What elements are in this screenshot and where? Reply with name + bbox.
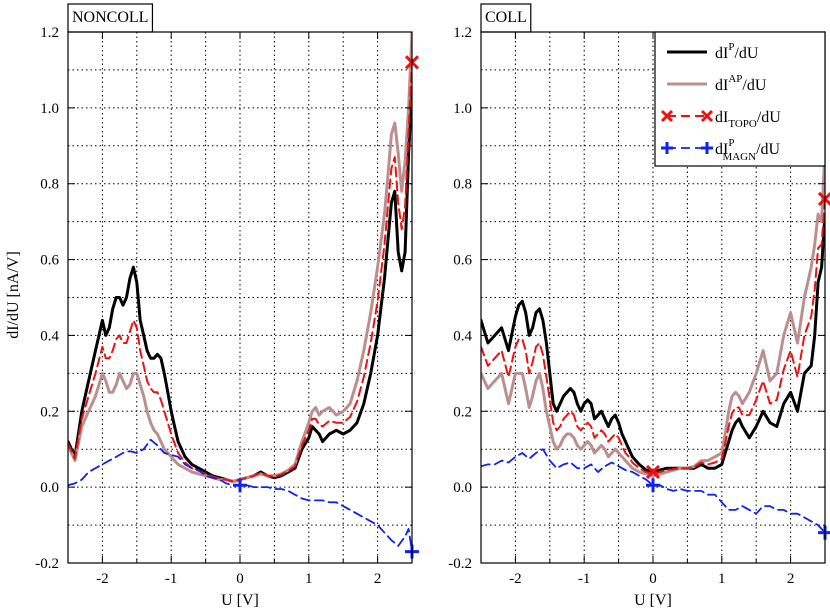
y-tick-label: 0.4 xyxy=(40,328,59,344)
y-tick-label: -0.2 xyxy=(448,556,472,572)
legend-box xyxy=(654,31,826,167)
grid xyxy=(481,32,825,563)
marker-plus-dipmagn-du xyxy=(646,478,660,493)
y-tick-label: 1.0 xyxy=(40,101,59,117)
legend-marker-x xyxy=(700,109,714,123)
x-tick-label: 2 xyxy=(374,571,382,587)
x-tick-label: -2 xyxy=(96,571,109,587)
marker-plus-dipmagn-du xyxy=(233,478,247,493)
legend-marker-plus xyxy=(701,142,713,154)
series-line-ditopo-du xyxy=(68,61,412,483)
panel-title: COLL xyxy=(485,9,527,26)
x-tick-label: 0 xyxy=(236,571,244,587)
x-axis-title: U [V] xyxy=(221,592,259,609)
y-tick-label: 0.0 xyxy=(453,480,472,496)
x-tick-label: 1 xyxy=(305,571,313,587)
y-tick-label: -0.2 xyxy=(35,556,59,572)
marker-x-ditopo-du xyxy=(645,464,661,480)
panel-title-border xyxy=(480,3,532,33)
y-tick-label: 0.6 xyxy=(453,253,472,269)
series-line-ditopo-du xyxy=(481,197,825,475)
x-tick-label: 0 xyxy=(649,571,657,587)
y-axis-title: dI/dU [nA/V] xyxy=(5,251,22,339)
y-tick-label: 1.2 xyxy=(40,25,59,41)
legend: dIP/dU dIAP/dU dITOPO/dU dIP MAGN/dU xyxy=(654,31,826,167)
y-tick-label: 0.4 xyxy=(453,328,472,344)
y-tick-label: 0.0 xyxy=(40,480,59,496)
x-tick-label: -1 xyxy=(578,571,591,587)
panel-coll: -2 -1 0 1 2 -0.2 0.0 0.2 0.4 0.6 0.8 1.0 1.2 U [V] COL… xyxy=(448,3,830,609)
y-tick-label: 1.0 xyxy=(453,101,472,117)
panel-title: NONCOLL xyxy=(72,9,148,26)
y-tick-label: 0.6 xyxy=(40,253,59,269)
panel-title-box: COLL xyxy=(480,3,532,33)
legend-label-dipmagn-du: dIP MAGN/dU xyxy=(715,137,781,163)
legend-label-diap-du: dIAP/dU xyxy=(715,73,767,94)
y-tick-label: 0.2 xyxy=(40,404,59,420)
panel-title-border xyxy=(67,3,154,33)
series-line-dip-du xyxy=(481,212,825,474)
legend-marker-plus xyxy=(661,142,673,154)
legend-label-dip-du: dIP/dU xyxy=(715,41,759,62)
x-axis-title: U [V] xyxy=(634,592,672,609)
panel-noncoll: -2 -1 0 1 2 -0.2 0.0 0.2 0.4 0.6 0.8 1.0 1.2 U [V] NON… xyxy=(35,3,420,609)
y-tick-label: 0.8 xyxy=(40,177,59,193)
x-tick-label: 2 xyxy=(787,571,795,587)
legend-label-ditopo-du: dITOPO/dU xyxy=(715,109,781,130)
x-tick-label: -1 xyxy=(165,571,178,587)
y-tick-label: 0.2 xyxy=(453,404,472,420)
x-tick-label: -2 xyxy=(509,571,522,587)
series-line-dipmagn-du xyxy=(481,448,825,534)
series-line-diap-du xyxy=(481,148,825,478)
y-tick-label: 0.8 xyxy=(453,177,472,193)
y-tick-label: 1.2 xyxy=(453,25,472,41)
legend-marker-x xyxy=(660,109,674,123)
series-group xyxy=(481,148,825,534)
panel-title-box: NONCOLL xyxy=(67,3,154,33)
ticks: -2 -1 0 1 2 -0.2 0.0 0.2 0.4 0.6 0.8 1.0 1.2 xyxy=(35,25,412,587)
x-tick-label: 1 xyxy=(718,571,726,587)
